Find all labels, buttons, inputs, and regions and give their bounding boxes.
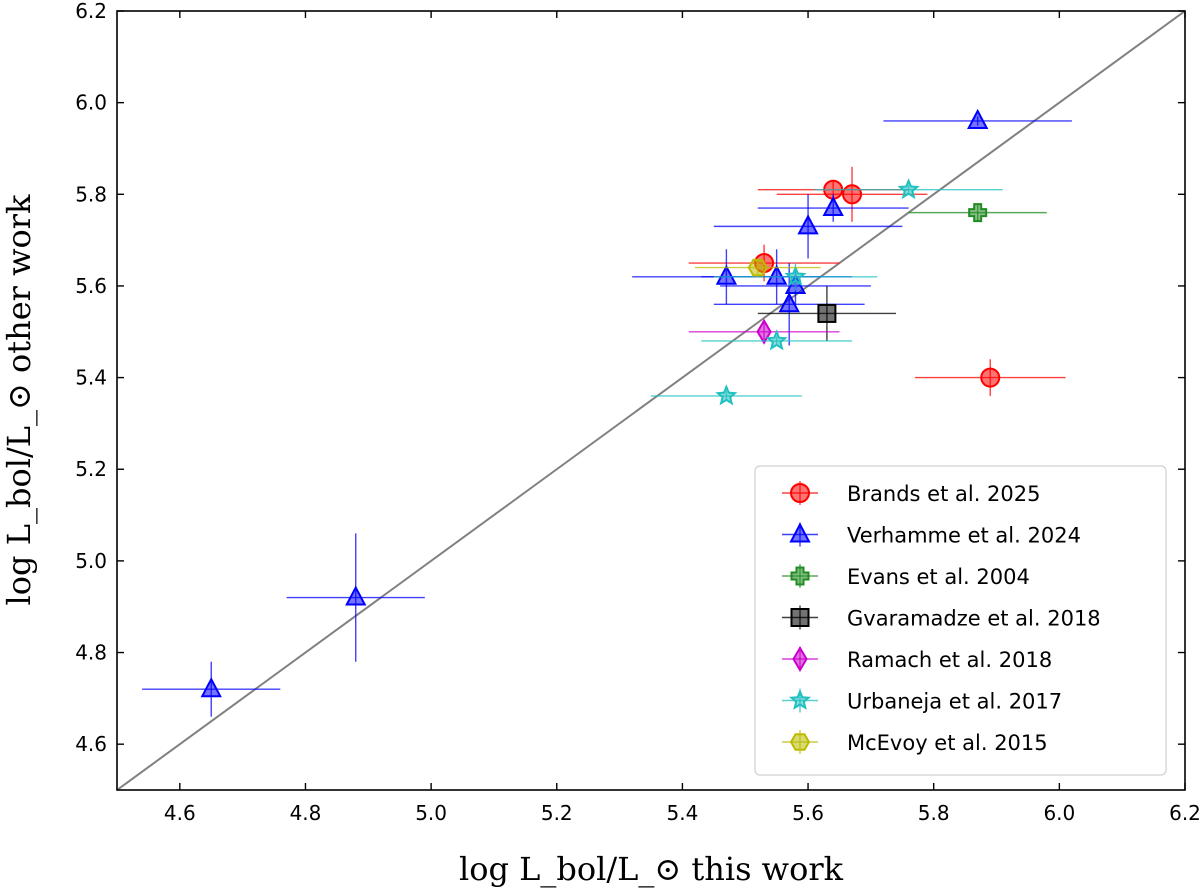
series-2 (908, 203, 1047, 223)
y-tick-label: 6.0 (75, 91, 107, 115)
point-marker (345, 585, 367, 606)
legend-item: Ramach et al. 2018 (782, 646, 1052, 672)
y-tick-label: 5.6 (75, 274, 107, 298)
data-point (908, 203, 1047, 223)
y-tick-label: 6.2 (75, 0, 107, 23)
x-tick-label: 4.6 (164, 801, 196, 825)
legend-marker (790, 566, 810, 586)
x-tick-label: 5.4 (667, 801, 699, 825)
x-tick-label: 6.2 (1169, 801, 1200, 825)
x-tick-label: 4.8 (290, 801, 322, 825)
legend-marker (789, 522, 811, 543)
point-marker (980, 367, 1001, 388)
y-tick-label: 4.6 (75, 732, 107, 756)
legend-label: Gvaramadze et al. 2018 (847, 607, 1101, 631)
legend-marker (792, 646, 808, 672)
point-marker (715, 264, 738, 285)
x-tick-label: 6.0 (1043, 801, 1075, 825)
data-point (713, 263, 878, 291)
point-marker (765, 329, 788, 351)
point-marker (778, 292, 800, 313)
legend-marker (788, 688, 812, 710)
legend-item: Verhamme et al. 2024 (782, 522, 1081, 548)
point-marker (747, 258, 768, 277)
legend-item: Brands et al. 2025 (782, 481, 1041, 506)
data-layer (142, 108, 1072, 717)
x-tick-label: 5.2 (541, 801, 573, 825)
point-marker (797, 214, 819, 235)
point-marker (817, 303, 837, 323)
point-marker (822, 195, 844, 217)
legend-marker (790, 608, 810, 627)
legend-label: McEvoy et al. 2015 (847, 731, 1048, 755)
x-tick-label: 5.0 (415, 801, 447, 825)
y-axis-label: log L_bol/L_⊙ other work (0, 194, 38, 606)
x-axis-label: log L_bol/L_⊙ this work (459, 850, 844, 888)
legend-item: McEvoy et al. 2015 (782, 730, 1048, 755)
reference-line-layer (116, 10, 1186, 791)
y-tick-label: 5.8 (75, 182, 107, 206)
data-point (883, 108, 1072, 129)
legend-label: Evans et al. 2004 (847, 565, 1030, 589)
point-marker (715, 384, 738, 406)
data-point (757, 285, 897, 341)
legend-item: Urbaneja et al. 2017 (782, 688, 1062, 714)
data-point (757, 194, 909, 222)
legend-item: Evans et al. 2004 (782, 564, 1030, 589)
data-point (914, 359, 1066, 396)
legend: Brands et al. 2025 Verhamme et al. 2024 Ev… (754, 465, 1167, 776)
legend-label: Urbaneja et al. 2017 (847, 690, 1062, 714)
point-marker (842, 184, 863, 205)
data-point (142, 661, 281, 717)
point-marker (967, 108, 989, 129)
data-point (701, 329, 853, 351)
x-tick-label: 5.6 (792, 801, 824, 825)
legend-item: Gvaramadze et al. 2018 (782, 605, 1101, 631)
point-marker (200, 677, 222, 698)
plot-frame (116, 10, 1186, 791)
x-tick-label: 5.8 (918, 801, 950, 825)
series-6 (694, 258, 821, 277)
y-tick-label: 5.4 (75, 366, 107, 390)
point-marker (968, 203, 988, 223)
legend-label: Ramach et al. 2018 (847, 648, 1052, 672)
legend-marker (790, 483, 810, 503)
data-point (814, 178, 1003, 200)
point-marker (897, 178, 920, 200)
y-tick-label: 4.8 (75, 641, 107, 665)
data-point (713, 194, 903, 259)
one-to-one-line (116, 10, 1186, 791)
legend-label: Brands et al. 2025 (847, 482, 1041, 506)
legend-box (754, 465, 1167, 776)
tick-layer: 4.6 4.8 5.0 5.2 5.4 5.6 5.8 6.0 6.2 4.6 4.8 5.0 5.2 5… (75, 0, 1200, 825)
data-point (651, 384, 802, 406)
series-5 (651, 178, 1003, 406)
point-marker (784, 265, 807, 287)
series-3 (757, 285, 897, 341)
y-tick-label: 5.0 (75, 549, 107, 573)
data-point (286, 533, 425, 662)
y-tick-label: 5.2 (75, 457, 107, 481)
data-point (694, 258, 821, 277)
point-marker (765, 264, 788, 285)
legend-marker (789, 733, 811, 751)
legend-label: Verhamme et al. 2024 (847, 524, 1081, 548)
